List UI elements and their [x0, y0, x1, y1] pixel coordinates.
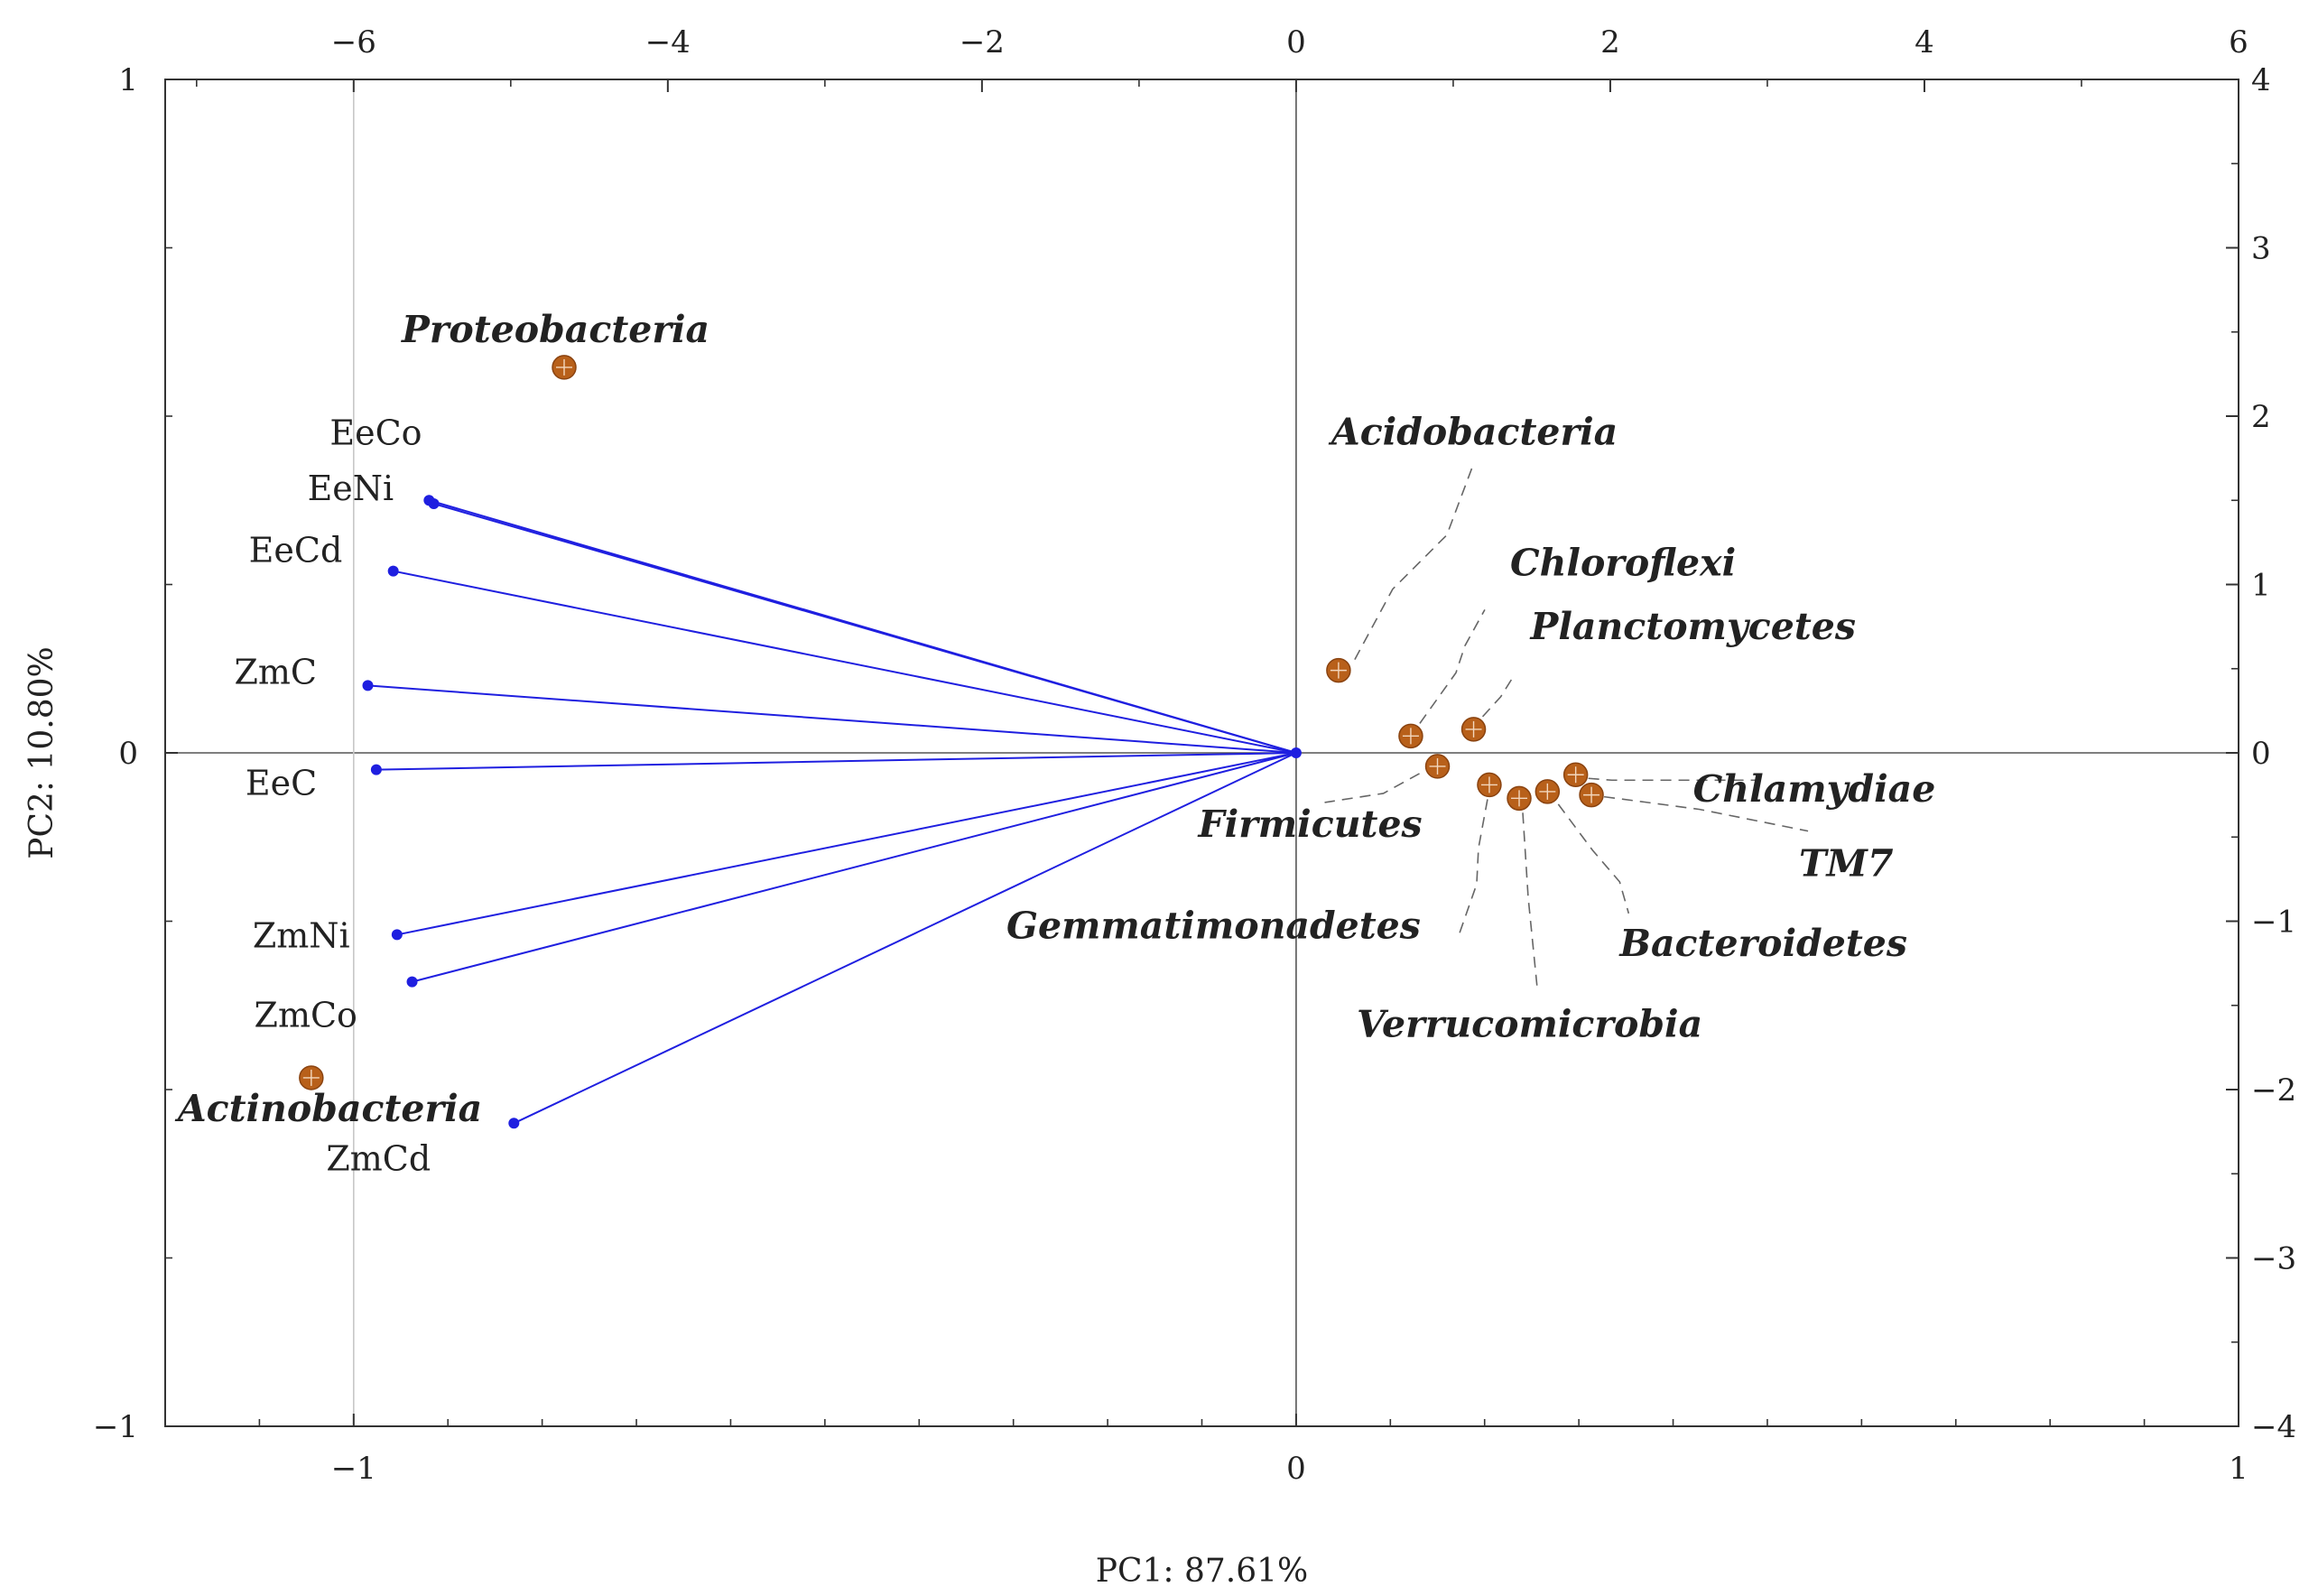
left-axis-tick-label: −1 [93, 1409, 138, 1445]
loading-marker-zmco [406, 976, 418, 988]
phylum-label-gemmatimonadetes: Gemmatimonadetes [1006, 904, 1421, 947]
phylum-label-acidobacteria: Acidobacteria [1328, 411, 1618, 454]
phylum-label-actinobacteria: Actinobacteria [174, 1087, 482, 1130]
loading-vector-eecd [393, 570, 1297, 754]
loading-vector-eec [376, 752, 1296, 771]
top-axis-tick-label: 6 [2229, 24, 2248, 60]
loading-vector-eeni [433, 503, 1297, 754]
variable-label-eec: EeC [246, 764, 317, 803]
phylum-label-bacteroidetes: Bacteroidetes [1618, 922, 1907, 965]
phylum-label-firmicutes: Firmicutes [1198, 803, 1423, 846]
top-axis-tick-label: 0 [1286, 24, 1306, 60]
top-axis-tick-label: −6 [331, 24, 376, 60]
loading-vector-zmcd [513, 752, 1297, 1125]
phylum-label-chloroflexi: Chloroflexi [1510, 541, 1736, 584]
loading-marker-eeni [428, 497, 440, 509]
loading-marker-eecd [387, 565, 399, 577]
loading-vector-zmni [396, 752, 1297, 936]
top-axis-tick-label: −2 [960, 24, 1005, 60]
right-axis-tick-label: 2 [2251, 399, 2271, 435]
loading-vectors [362, 495, 1302, 1129]
leader-line-bacteroidetes [1557, 803, 1630, 914]
label-leader-lines [1324, 462, 1809, 988]
phylum-label-planctomycetes: Planctomycetes [1530, 605, 1856, 648]
leader-line-chloroflexi [1419, 608, 1486, 724]
right-axis-tick-label: −1 [2251, 905, 2296, 941]
top-axis-tick-label: 4 [1915, 24, 1934, 60]
loading-marker-eec [370, 764, 382, 775]
top-axis-tick-label: 2 [1600, 24, 1620, 60]
phylum-label-tm7: TM7 [1799, 842, 1894, 886]
loading-marker-zmni [391, 929, 403, 941]
variable-label-zmc: ZmC [234, 652, 317, 691]
leader-line-chlamydiae [1588, 777, 1757, 782]
bottom-axis-tick-label: 1 [2229, 1451, 2248, 1487]
left-axis-tick-label: 1 [118, 62, 138, 98]
phylum-label-chlamydiae: Chlamydiae [1693, 767, 1936, 811]
bottom-axis-tick-label: −1 [331, 1451, 376, 1487]
leader-line-planctomycetes [1481, 674, 1516, 718]
loading-marker-zmcd [508, 1118, 520, 1129]
leader-line-verrucomicrobia [1522, 812, 1538, 988]
bottom-axis-tick-label: 0 [1286, 1451, 1306, 1487]
left-axis-tick-label: 0 [118, 736, 138, 772]
right-axis-tick-label: −3 [2251, 1241, 2296, 1277]
phylum-label-verrucomicrobia: Verrucomicrobia [1357, 1002, 1702, 1045]
loading-marker-zmc [362, 680, 374, 691]
leader-line-firmicutes [1324, 773, 1420, 803]
top-axis-tick-label: −4 [645, 24, 691, 60]
x-axis-title: PC1: 87.61% [1096, 1553, 1309, 1590]
phylum-label-proteobacteria: Proteobacteria [401, 308, 709, 351]
point-labels: EeCo EeNi EeCd ZmC EeC ZmNi ZmCo ZmCd Proteobact… [174, 308, 1936, 1178]
leader-line-gemmatimonadetes [1457, 799, 1488, 939]
loading-vector-zmc [367, 684, 1296, 754]
right-axis-tick-label: −4 [2251, 1409, 2296, 1445]
right-axis-tick-label: 3 [2251, 231, 2271, 267]
loading-vector-zmco [412, 752, 1297, 983]
variable-label-zmco: ZmCo [255, 996, 357, 1035]
leader-line-acidobacteria [1354, 462, 1475, 660]
variable-label-eeco: EeCo [329, 413, 422, 452]
variable-label-zmni: ZmNi [253, 915, 350, 955]
right-axis-tick-label: 0 [2251, 736, 2271, 772]
variable-label-eecd: EeCd [249, 531, 343, 571]
score-points [299, 355, 1604, 1090]
right-axis-tick-label: −2 [2251, 1072, 2296, 1109]
y-axis-title: PC2: 10.80% [23, 646, 60, 859]
variable-label-zmcd: ZmCd [326, 1138, 431, 1178]
right-axis-tick-label: 4 [2251, 62, 2271, 98]
leader-line-tm7 [1603, 795, 1809, 832]
right-axis-tick-label: 1 [2251, 568, 2271, 604]
variable-label-eeni: EeNi [308, 469, 394, 508]
